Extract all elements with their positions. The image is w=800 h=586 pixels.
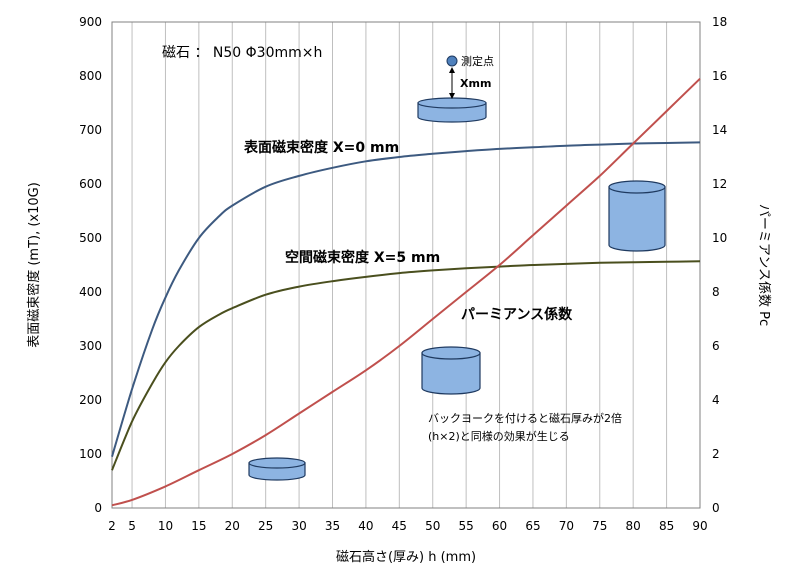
x-tick-label: 2	[108, 519, 116, 533]
x-tick-label: 5	[128, 519, 136, 533]
series-label-space: 空間磁束密度 X=5 mm	[285, 249, 440, 266]
x-tick-label: 15	[191, 519, 206, 533]
left-tick-label: 500	[79, 231, 102, 245]
measurement-magnet-icon	[417, 97, 487, 123]
yoke-note-line2: (h×2)と同様の効果が生じる	[428, 429, 570, 443]
right-tick-label: 12	[712, 177, 727, 191]
measure-point-dot	[446, 55, 458, 67]
x-tick-label: 55	[458, 519, 473, 533]
x-tick-label: 85	[659, 519, 674, 533]
left-tick-label: 0	[94, 501, 102, 515]
surface-flux-line	[111, 141, 701, 457]
x-tick-label: 75	[592, 519, 607, 533]
measure-gap-arrowhead-top	[449, 67, 455, 73]
series-lines	[111, 77, 701, 507]
x-tick-label: 30	[291, 519, 306, 533]
right-tick-label: 10	[712, 231, 727, 245]
x-tick-label: 70	[559, 519, 574, 533]
x-tick-label: 65	[525, 519, 540, 533]
right-axis-ticks: 0 2 4 6 8 10 12 14 16 18	[712, 15, 727, 515]
x-tick-label: 50	[425, 519, 440, 533]
right-tick-label: 0	[712, 501, 720, 515]
right-tick-label: 6	[712, 339, 720, 353]
yoke-note-line1: バックヨークを付けると磁石厚みが2倍	[428, 411, 622, 425]
right-tick-label: 16	[712, 69, 727, 83]
x-tick-label: 80	[626, 519, 641, 533]
cylinder-top	[417, 97, 487, 109]
tall-magnet-icon	[608, 180, 666, 252]
x-tick-label: 40	[358, 519, 373, 533]
thin-magnet-icon	[248, 457, 306, 481]
left-tick-label: 900	[79, 15, 102, 29]
x-axis-ticks: 2 5 10 15 20 25 30 35 40 45 50 55 60 65 70 75 80 85 90	[108, 519, 707, 533]
left-axis-ticks: 0 100 200 300 400 500 600 700 800 900	[79, 15, 102, 515]
cylinder-body	[608, 186, 666, 252]
right-tick-label: 4	[712, 393, 720, 407]
cylinder-body	[421, 352, 481, 395]
space-flux-line	[111, 260, 701, 471]
left-tick-label: 400	[79, 285, 102, 299]
series-label-permeance: パーミアンス係数	[461, 306, 573, 323]
left-tick-label: 100	[79, 447, 102, 461]
left-tick-label: 300	[79, 339, 102, 353]
right-tick-label: 2	[712, 447, 720, 461]
left-tick-label: 700	[79, 123, 102, 137]
cylinder-top	[248, 457, 306, 469]
left-tick-label: 600	[79, 177, 102, 191]
right-tick-label: 14	[712, 123, 727, 137]
permeance-line	[111, 77, 701, 507]
x-tick-label: 35	[325, 519, 340, 533]
x-tick-label: 45	[392, 519, 407, 533]
cylinder-top	[608, 180, 666, 194]
plot-area-frame	[111, 21, 701, 509]
series-label-surface: 表面磁束密度 X=0 mm	[243, 139, 399, 156]
medium-magnet-icon	[421, 346, 481, 395]
magnet-spec-label: 磁石 ： N50 Φ30mm×h	[162, 45, 322, 61]
x-axis-title: 磁石高さ(厚み) h (mm)	[336, 549, 476, 565]
left-axis-title: 表面磁束密度 (mT), (x10G)	[26, 182, 42, 348]
right-tick-label: 18	[712, 15, 727, 29]
x-tick-label: 25	[258, 519, 273, 533]
measure-gap-arrowhead-bottom	[449, 93, 455, 99]
left-tick-label: 200	[79, 393, 102, 407]
x-tick-label: 10	[158, 519, 173, 533]
measure-point-label: 測定点	[461, 54, 494, 68]
x-tick-label: 90	[692, 519, 707, 533]
cylinder-top	[421, 346, 481, 360]
gap-label: Xmm	[460, 77, 491, 90]
right-axis-title: パーミアンス係数 Pc	[756, 204, 771, 326]
x-tick-label: 60	[492, 519, 507, 533]
left-tick-label: 800	[79, 69, 102, 83]
right-tick-label: 8	[712, 285, 720, 299]
x-tick-label: 20	[225, 519, 240, 533]
